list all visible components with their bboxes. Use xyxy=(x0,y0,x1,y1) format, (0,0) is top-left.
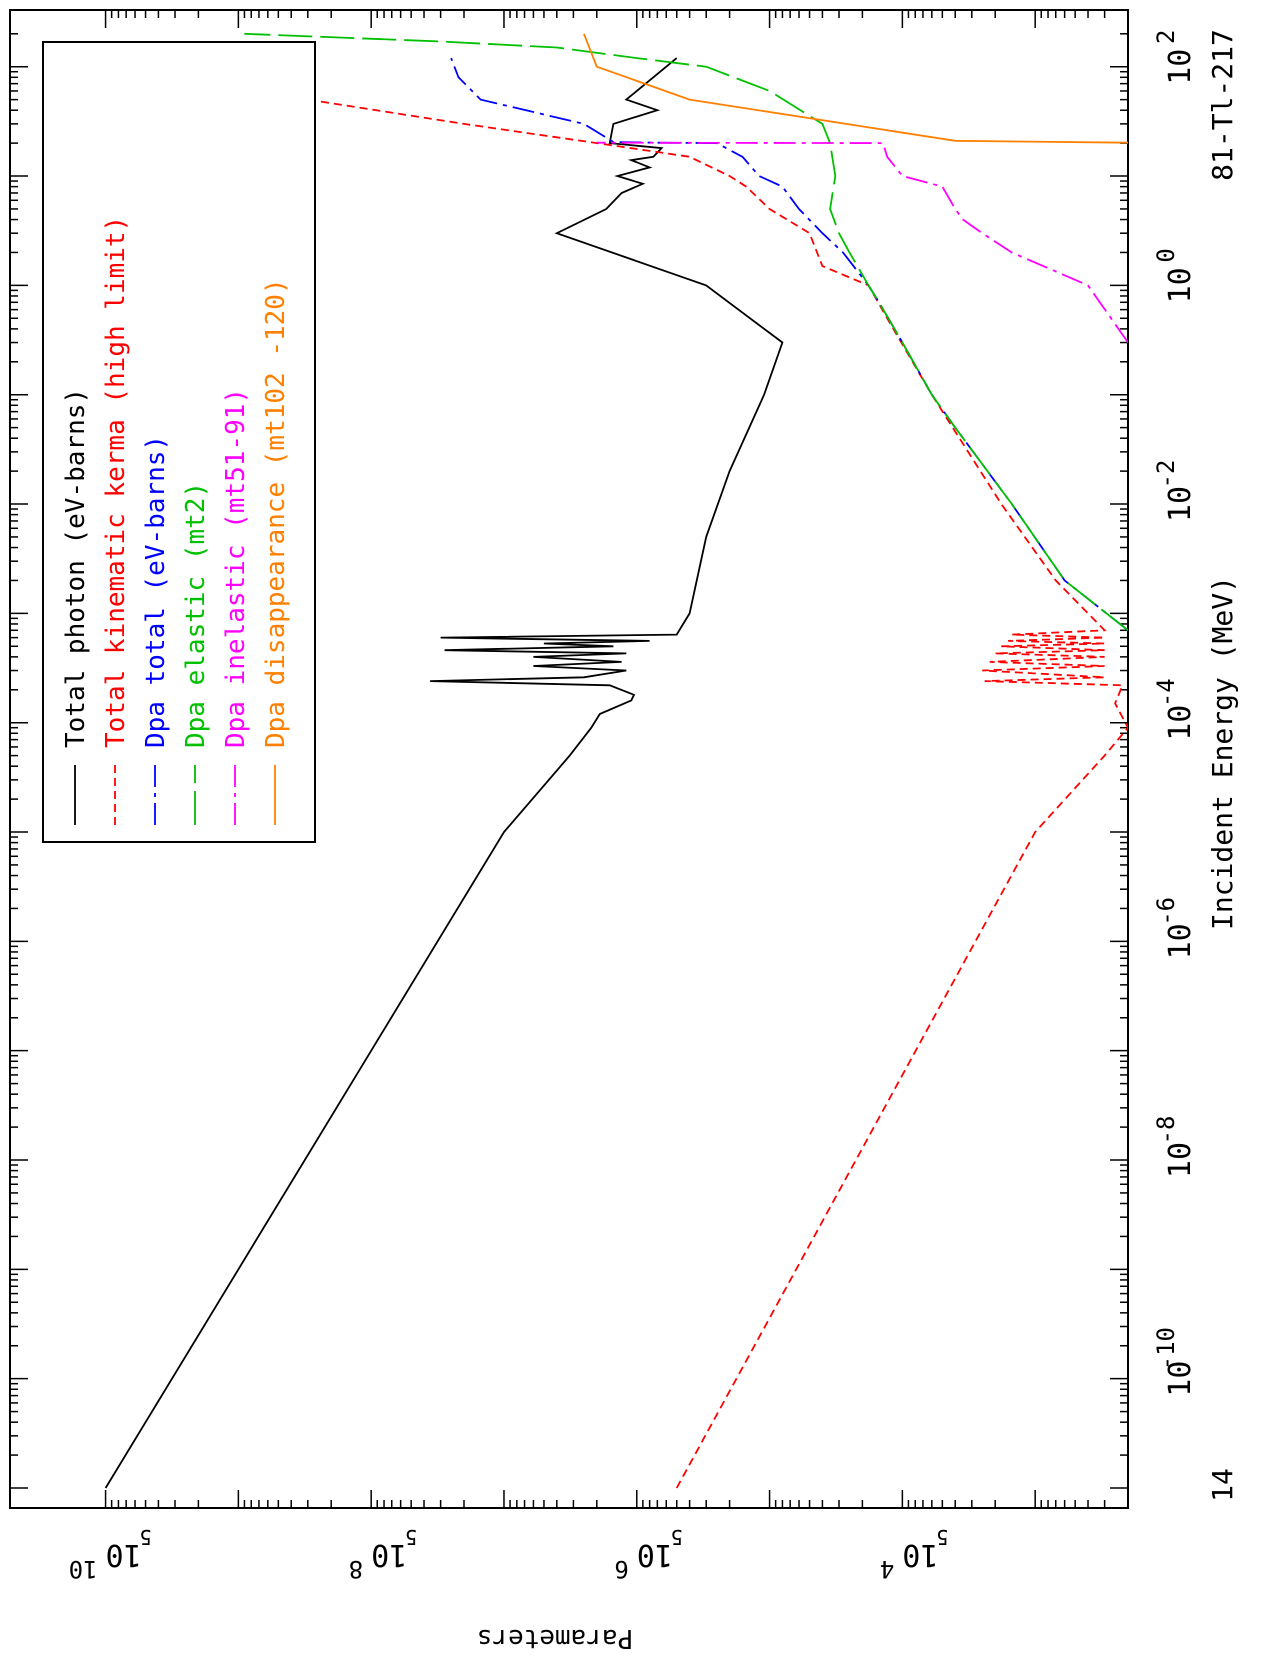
y-tick-label-text: 10 xyxy=(902,1537,938,1572)
legend-label-3: Dpa elastic (mt2) xyxy=(181,482,211,748)
series-line-0 xyxy=(104,57,784,1489)
plot-layer: 10-1010-810-610-410-21001021041061081010… xyxy=(9,9,1198,1583)
x-tick-label-text: 10 xyxy=(1163,1142,1198,1178)
y-axis-label: Parameters xyxy=(477,1623,634,1653)
y-tick-label-text: 10 xyxy=(106,1537,142,1572)
x-tick-label-exponent: 2 xyxy=(1152,29,1180,43)
legend-label-2: Dpa total (eV-barns) xyxy=(141,435,171,748)
y-minor-tick-label: 5 xyxy=(671,1525,683,1549)
x-tick-label-exponent: -10 xyxy=(1152,1327,1180,1370)
x-tick-label-text: 10 xyxy=(1163,49,1198,85)
plot-frame xyxy=(9,9,1129,1509)
series-line-4 xyxy=(596,141,1128,344)
x-tick-label-text: 10 xyxy=(1163,1361,1198,1397)
y-tick-label-text: 10 xyxy=(371,1537,407,1572)
y-minor-tick-label: 5 xyxy=(405,1525,417,1549)
x-tick-label: 10-10 xyxy=(1152,1327,1198,1397)
legend: Total photon (eV-barns) Total kinematic k… xyxy=(42,41,316,843)
x-tick-label-exponent: -4 xyxy=(1152,678,1180,707)
legend-label-5: Dpa disappearance (mt102 -120) xyxy=(261,278,291,748)
x-axis-label: Incident Energy (MeV) xyxy=(1206,576,1239,930)
legend-label-0: Total photon (eV-barns) xyxy=(61,388,91,748)
x-tick-label: 10-4 xyxy=(1152,678,1198,741)
x-tick-label: 102 xyxy=(1152,29,1198,84)
series-line-1 xyxy=(237,57,1128,1489)
x-tick-label-text: 10 xyxy=(1163,705,1198,741)
y-tick-label-exponent: 8 xyxy=(349,1555,363,1583)
x-tick-label-exponent: -2 xyxy=(1152,460,1180,489)
y-tick-label-exponent: 4 xyxy=(880,1555,894,1583)
y-tick-label-exponent: 6 xyxy=(614,1555,628,1583)
material-label: 81-Tl-217 xyxy=(1206,29,1239,181)
series-line-3 xyxy=(244,32,1128,632)
x-tick-label: 10-8 xyxy=(1152,1116,1198,1179)
y-minor-tick-label: 5 xyxy=(936,1525,948,1549)
y-tick-label: 10 6 xyxy=(614,1537,673,1583)
y-tick-label: 10 10 xyxy=(69,1537,142,1583)
series-line-5 xyxy=(583,33,1128,144)
x-tick-label-text: 10 xyxy=(1163,486,1198,522)
y-tick-label-text: 10 xyxy=(637,1537,673,1572)
x-tick-label: 10-2 xyxy=(1152,460,1198,523)
y-tick-label-exponent: 10 xyxy=(69,1555,98,1583)
y-tick-label: 10 8 xyxy=(349,1537,408,1583)
x-first-tick-label: 14 xyxy=(1206,1468,1239,1502)
x-tick-label-exponent: -6 xyxy=(1152,897,1180,926)
series-line-2 xyxy=(450,57,1128,632)
legend-box xyxy=(42,41,316,843)
x-tick-label: 100 xyxy=(1152,248,1198,303)
x-tick-label-exponent: -8 xyxy=(1152,1116,1180,1145)
y-tick-label: 10 4 xyxy=(880,1537,939,1583)
x-tick-label-exponent: 0 xyxy=(1152,248,1180,262)
x-tick-label-text: 10 xyxy=(1163,923,1198,959)
y-minor-tick-label: 5 xyxy=(140,1525,152,1549)
x-tick-label-text: 10 xyxy=(1163,267,1198,303)
legend-label-4: Dpa inelastic (mt51-91) xyxy=(221,388,251,748)
x-tick-label: 10-6 xyxy=(1152,897,1198,960)
legend-label-1: Total kinematic kerma (high limit) xyxy=(101,216,131,748)
